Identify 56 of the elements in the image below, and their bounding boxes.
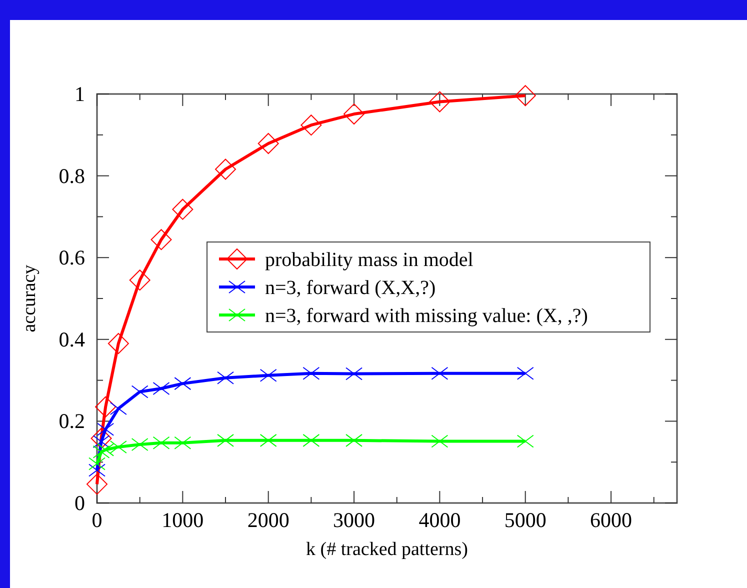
x-tick-label: 5000 [504,508,546,532]
point [86,474,108,495]
y-tick-label: 0.4 [58,327,86,352]
x-tick-label: 2000 [247,508,290,532]
point [110,402,127,416]
point [92,445,110,458]
point [217,434,234,447]
x-tick-label: 1000 [162,508,204,532]
legend-label: probability mass in model [265,249,474,271]
point [95,396,116,418]
point [260,434,277,447]
point [88,457,106,470]
point [172,198,194,220]
point [300,114,322,136]
point [431,434,448,448]
x-tick-label: 4000 [418,508,461,532]
point [108,332,129,354]
point [152,382,170,395]
y-tick-label: 0.2 [58,409,85,434]
y-tick-label: 0 [74,491,85,515]
legend-label: n=3, forward with missing value: (X, ,?) [265,305,588,327]
y-axis-title: accuracy [19,264,40,332]
point [97,443,114,456]
point [129,270,150,291]
point [429,91,450,112]
legend-label: n=3, forward (X,X,?) [265,277,436,299]
point [514,85,536,106]
point [150,229,172,250]
point [431,366,448,380]
x-tick-label: 0 [92,508,102,532]
y-tick-label: 0.8 [58,164,85,188]
point [258,132,279,154]
point [90,428,112,449]
point [217,371,234,384]
point [346,367,363,380]
point [131,385,148,398]
point [516,434,534,448]
point [152,436,170,450]
point [97,422,114,436]
point [344,104,365,125]
point [215,158,236,180]
point [260,368,277,382]
x-tick-label: 6000 [590,508,632,532]
point [516,366,534,380]
y-tick-label: 1 [74,82,85,106]
point [110,440,127,454]
x-axis-title: k (# tracked patterns) [306,539,468,560]
point [174,377,192,390]
x-tick-label: 3000 [333,508,376,532]
point [302,434,320,447]
point [174,436,192,450]
point [88,464,106,477]
point [346,434,363,447]
point [131,438,148,452]
point [302,366,320,380]
y-tick-label: 0.6 [58,246,85,270]
